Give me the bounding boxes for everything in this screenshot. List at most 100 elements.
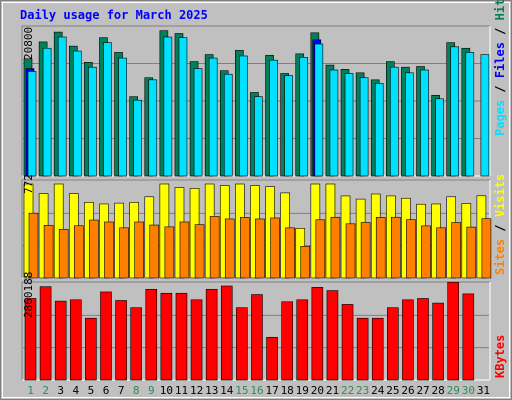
- bar-kbytes-day-8: [130, 307, 142, 381]
- bar-sites-day-12: [194, 224, 205, 279]
- day-label-28: 28: [432, 384, 445, 397]
- bar-sites-day-7: [119, 227, 129, 279]
- bar-sites-day-11: [179, 221, 190, 279]
- day-label-4: 4: [73, 384, 80, 397]
- day-label-15: 15: [235, 384, 248, 397]
- bar-kbytes-day-20: [311, 287, 324, 381]
- bar-files-day-25: [390, 66, 399, 177]
- day-label-17: 17: [265, 384, 278, 397]
- bar-kbytes-day-17: [266, 336, 278, 381]
- day-label-25: 25: [386, 384, 399, 397]
- bar-sites-day-29: [451, 222, 462, 279]
- day-label-1: 1: [27, 384, 34, 397]
- bar-kbytes-day-11: [175, 292, 188, 381]
- bar-kbytes-day-12: [190, 299, 203, 381]
- bar-files-day-9: [148, 79, 158, 177]
- bar-sites-day-8: [134, 221, 144, 279]
- day-labels: 1 2 3 4 5 6 7 8 9 10 11 12 13 14 15 16 17 18 19 20 21 22 23 24 2…: [27, 384, 490, 397]
- bar-files-day-6: [103, 42, 112, 177]
- day-label-13: 13: [205, 384, 218, 397]
- bar-files-day-7: [118, 57, 127, 177]
- bar-sites-day-1: [28, 212, 39, 279]
- bar-kbytes-day-26: [402, 299, 414, 381]
- bar-sites-day-4: [73, 225, 84, 279]
- bar-files-day-13: [208, 57, 218, 177]
- bar-files-day-18: [284, 75, 293, 177]
- day-label-21: 21: [326, 384, 339, 397]
- bar-files-day-1: [27, 71, 37, 177]
- bar-files-day-11: [178, 37, 188, 177]
- bar-sites-day-16: [255, 218, 265, 279]
- bar-kbytes-day-29: [447, 281, 460, 381]
- bar-sites-day-21: [330, 216, 341, 279]
- bar-sites-day-27: [421, 225, 431, 279]
- bar-files-day-26: [405, 72, 414, 177]
- bar-sites-day-18: [285, 227, 295, 279]
- bar-sites-day-23: [360, 222, 371, 279]
- bar-sites-day-25: [391, 216, 401, 279]
- legend-files: Files: [493, 42, 507, 78]
- bar-sites-day-22: [345, 223, 356, 279]
- legend-sites: Sites: [493, 239, 507, 275]
- day-label-20: 20: [311, 384, 324, 397]
- bar-files-day-12: [193, 68, 203, 177]
- day-label-16: 16: [250, 384, 263, 397]
- day-label-14: 14: [220, 384, 234, 397]
- bar-files-day-3: [57, 36, 67, 177]
- bar-sites-day-28: [436, 227, 446, 279]
- bar-sites-day-15: [240, 217, 250, 279]
- bar-files-day-4: [72, 50, 82, 177]
- bar-sites-day-2: [43, 225, 54, 279]
- bar-kbytes-day-7: [115, 300, 127, 381]
- max-label-kbytes: 2860188: [22, 272, 35, 318]
- day-label-23: 23: [356, 384, 369, 397]
- bar-kbytes-day-3: [54, 300, 67, 381]
- bar-sites-day-24: [375, 217, 386, 279]
- day-label-29: 29: [447, 384, 460, 397]
- legend-hits-panel: Pages / Files / Hits: [493, 0, 507, 136]
- bar-kbytes-day-21: [326, 290, 339, 381]
- bar-kbytes-day-4: [69, 299, 82, 381]
- bar-files-day-17: [269, 59, 278, 177]
- bar-sites-day-9: [149, 224, 160, 279]
- bar-sites-day-5: [89, 219, 99, 279]
- bar-files-day-22: [344, 73, 354, 177]
- bar-files-day-29: [450, 46, 460, 177]
- bar-sites-day-17: [270, 217, 280, 279]
- bar-sites-day-6: [104, 221, 114, 279]
- bar-files-day-28: [435, 98, 444, 177]
- bar-kbytes-day-19: [296, 299, 309, 381]
- bar-sites-day-3: [58, 228, 69, 279]
- max-label-visits: 772: [22, 174, 35, 194]
- day-label-11: 11: [175, 384, 188, 397]
- bar-kbytes-day-30: [462, 293, 475, 381]
- bar-files-day-2: [42, 47, 52, 177]
- bar-files-day-8: [133, 99, 142, 177]
- bar-sites-day-13: [209, 216, 220, 279]
- bar-kbytes-day-27: [417, 298, 429, 381]
- bar-kbytes-day-23: [356, 317, 369, 381]
- bar-files-day-15: [239, 55, 248, 177]
- legend-visits-panel: Sites / Visits: [493, 174, 507, 275]
- day-label-12: 12: [190, 384, 203, 397]
- day-label-24: 24: [371, 384, 385, 397]
- legend-pages: Pages: [493, 100, 507, 136]
- day-label-8: 8: [133, 384, 140, 397]
- bar-files-day-10: [163, 36, 173, 177]
- bar-files-day-30: [465, 52, 475, 177]
- bar-files-day-16: [254, 96, 263, 177]
- bar-kbytes-day-16: [251, 294, 263, 381]
- legend-sep-1: /: [493, 85, 507, 92]
- legend-visits: Visits: [493, 174, 507, 217]
- bar-kbytes-day-24: [371, 317, 384, 381]
- bar-files-day-31: [480, 54, 490, 177]
- day-label-30: 30: [462, 384, 475, 397]
- bar-files-day-21: [329, 69, 339, 177]
- day-label-26: 26: [401, 384, 414, 397]
- bar-kbytes-day-1: [24, 298, 37, 381]
- day-label-10: 10: [160, 384, 173, 397]
- day-label-27: 27: [416, 384, 429, 397]
- bar-sites-day-30: [466, 226, 477, 279]
- bar-kbytes-day-2: [39, 286, 52, 381]
